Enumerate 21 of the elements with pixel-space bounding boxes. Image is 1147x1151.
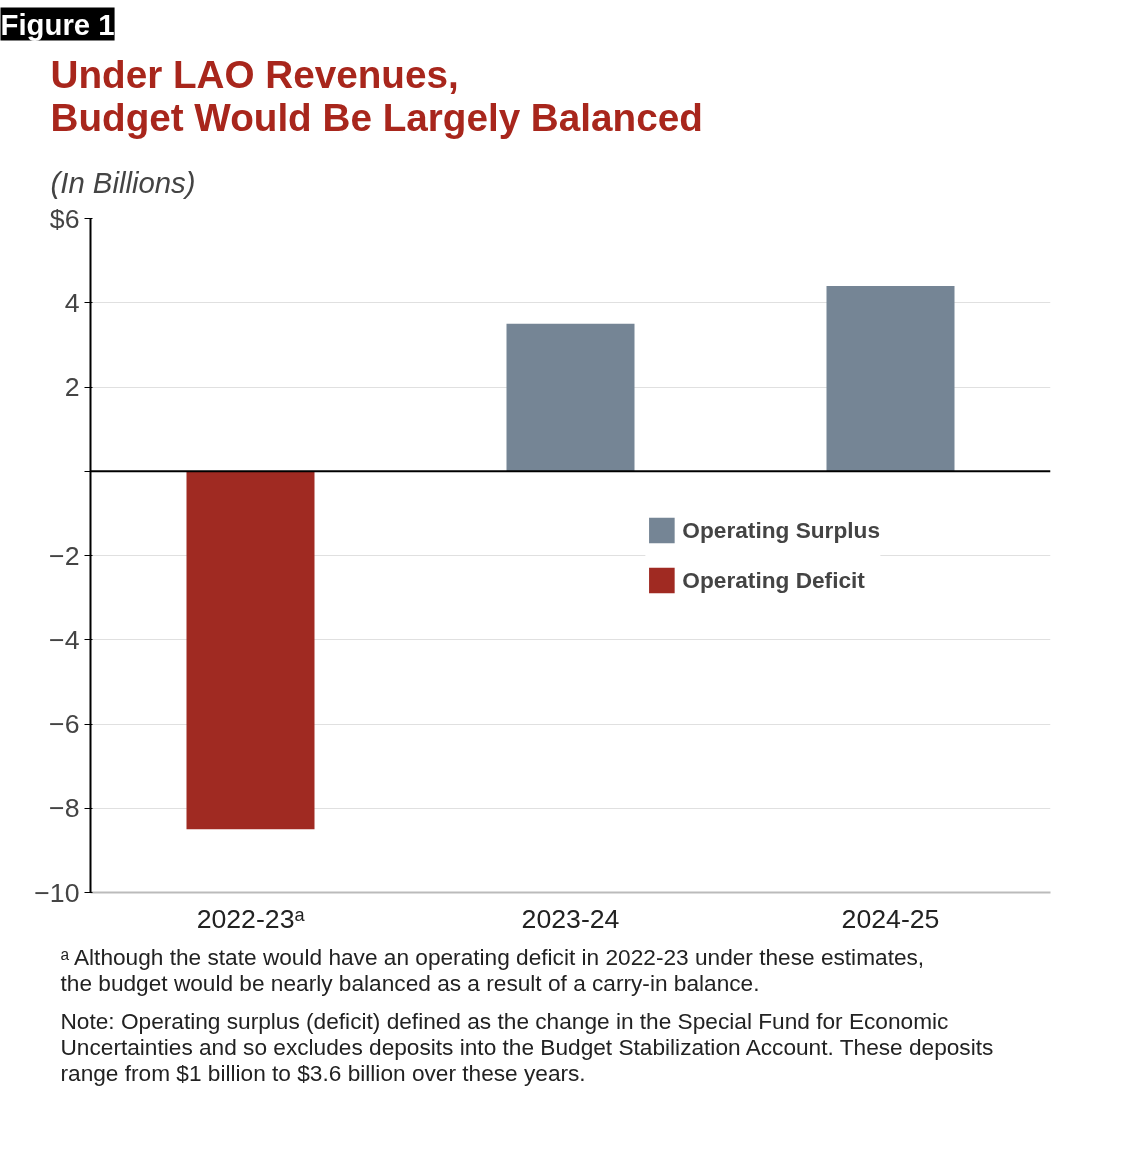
chart-subtitle: (In Billions) — [50, 165, 196, 199]
bar — [186, 471, 315, 830]
y-tick-label: −10 — [34, 877, 80, 908]
legend-label: Operating Surplus — [682, 516, 880, 544]
caption: Figure 1 — [0, 7, 115, 41]
y-tick-label: −2 — [49, 540, 80, 571]
text: ᵃ Although the state would have an operating deficit in 2022-23 under these estimates, the budget would be nearly balanced as a result of a carry-in balance. — [60, 943, 925, 996]
y-tick-label: −8 — [49, 793, 80, 824]
y-tick-label: $6 — [49, 203, 80, 234]
bar — [506, 323, 635, 472]
y-tick-label: −6 — [49, 709, 80, 739]
x-tick-label: 2023-24 — [521, 903, 620, 934]
bar — [826, 285, 955, 472]
y-tick-label: 2 — [64, 372, 80, 402]
y-tick-label: 4 — [64, 287, 80, 318]
text: Note: Operating surplus (deficit) defined as the change in the Special Fund for Economic Uncertainties and so excludes deposits into the Budget Stabilization Account. These deposits range from $1 billion to $3.6 billion over these years. — [60, 1007, 994, 1086]
y-tick-label: −4 — [49, 624, 80, 655]
x-tick-label: 2024-25 — [841, 903, 940, 934]
x-tick-label: 2022-23ᵃ — [196, 903, 306, 934]
chart-title: Under LAO Revenues, Budget Would Be Largely Balanced — [50, 52, 703, 139]
legend-label: Operating Deficit — [682, 566, 865, 594]
